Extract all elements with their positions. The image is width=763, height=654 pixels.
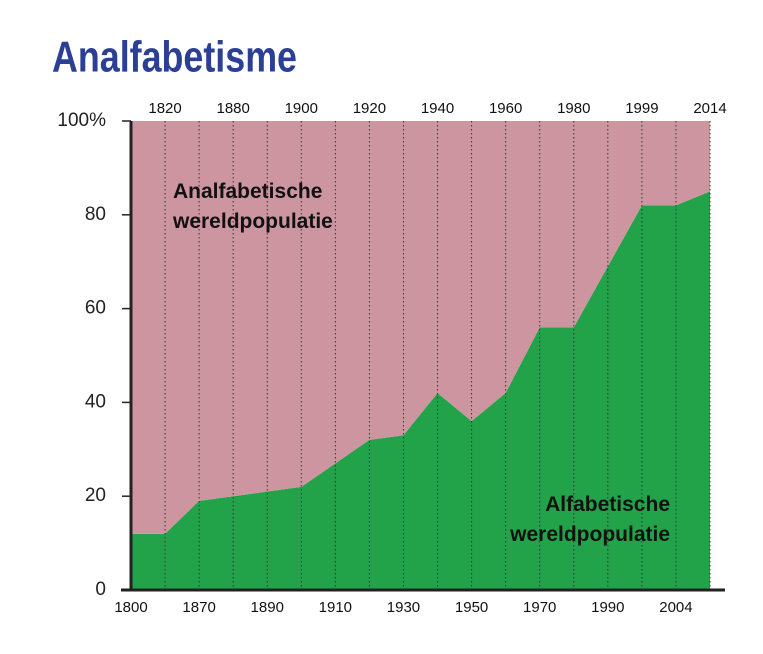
x-tick-label: 1920 bbox=[353, 100, 386, 117]
y-tick-label: 40 bbox=[85, 391, 106, 412]
x-tick-label: 1999 bbox=[625, 100, 658, 117]
x-tick-label: 1930 bbox=[387, 599, 420, 616]
x-tick-label: 2004 bbox=[659, 599, 692, 616]
x-tick-label: 1970 bbox=[523, 599, 556, 616]
chart-title: Analfabetisme bbox=[52, 33, 297, 82]
y-tick-label: 20 bbox=[85, 485, 106, 506]
series-label: Alfabetische wereldpopulatie bbox=[510, 493, 670, 546]
x-tick-label: 1990 bbox=[591, 599, 624, 616]
x-tick-label: 1800 bbox=[114, 599, 147, 616]
x-tick-label: 1910 bbox=[319, 599, 352, 616]
x-tick-label: 1940 bbox=[421, 100, 454, 117]
x-tick-label: 1880 bbox=[216, 100, 249, 117]
y-tick-label: 60 bbox=[85, 298, 106, 319]
x-tick-label: 2014 bbox=[693, 100, 726, 117]
x-tick-label: 1950 bbox=[455, 599, 488, 616]
x-tick-label: 1820 bbox=[148, 100, 181, 117]
y-tick-label: 100% bbox=[57, 110, 106, 131]
x-tick-label: 1960 bbox=[489, 100, 522, 117]
series-label: Analfabetische wereldpopulatie bbox=[173, 180, 333, 233]
y-tick-label: 80 bbox=[85, 204, 106, 225]
x-tick-label: 1980 bbox=[557, 100, 590, 117]
area bbox=[131, 121, 710, 534]
x-tick-label: 1870 bbox=[182, 599, 215, 616]
x-tick-label: 1900 bbox=[285, 100, 318, 117]
area bbox=[131, 191, 710, 590]
y-tick-label: 0 bbox=[95, 579, 106, 600]
x-tick-label: 1890 bbox=[251, 599, 284, 616]
